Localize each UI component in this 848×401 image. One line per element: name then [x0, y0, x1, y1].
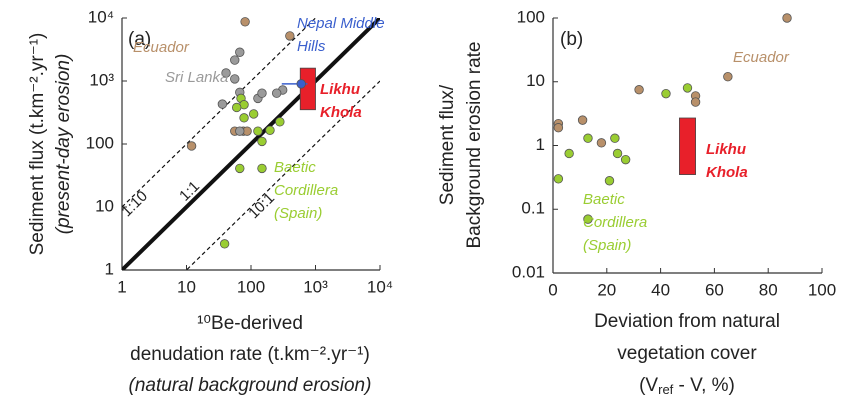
data-point — [240, 17, 250, 27]
x-tick-label: 40 — [651, 280, 670, 299]
x-axis-title: Deviation from natural — [594, 311, 780, 332]
x-axis-title: (Vref - V, %) — [639, 375, 735, 397]
data-point — [253, 126, 263, 136]
panel-label: (a) — [128, 29, 151, 50]
x-axis-title: (natural background erosion) — [129, 375, 372, 396]
panel-label: (b) — [560, 29, 583, 50]
series-label: Ecuador — [733, 49, 790, 66]
y-tick-label: 1 — [536, 135, 545, 154]
x-tick-label: 20 — [597, 280, 616, 299]
reference-line-group — [122, 18, 380, 270]
box-label: Likhu Khola — [706, 141, 750, 181]
data-point — [690, 97, 701, 107]
range-box — [679, 117, 696, 175]
box-label: Likhu Khola — [320, 81, 364, 121]
reference-line-label: 1:1 — [176, 178, 203, 205]
data-point — [239, 113, 249, 123]
series-label: Ecuador — [133, 39, 190, 56]
data-point — [217, 99, 228, 109]
series-label: Baetic Cordillera (Spain) — [583, 191, 651, 254]
y-axis-title: Background erosion rate — [464, 41, 485, 248]
y-tick-label: 10 — [526, 71, 545, 90]
x-axis-title: ¹⁰Be-derived — [197, 313, 303, 334]
x-tick-label: 100 — [237, 277, 265, 296]
y-axis-title: (present-day erosion) — [53, 54, 74, 235]
data-point — [553, 174, 564, 184]
data-point — [604, 176, 615, 186]
range-box — [299, 67, 316, 111]
data-point — [296, 79, 306, 89]
x-axis-title: denudation rate (t.km⁻².yr⁻¹) — [130, 344, 370, 365]
data-point — [257, 136, 267, 147]
data-point — [265, 125, 275, 135]
data-point — [257, 163, 267, 174]
x-tick-label: 0 — [548, 280, 557, 299]
y-tick-label: 10⁴ — [88, 7, 114, 26]
data-point — [248, 109, 259, 119]
data-point — [186, 141, 197, 151]
data-point — [271, 88, 282, 98]
data-point — [596, 138, 607, 148]
y-tick-label: 100 — [86, 133, 114, 152]
data-point — [235, 163, 245, 174]
x-axis-title: vegetation cover — [617, 343, 757, 364]
data-point — [782, 13, 792, 23]
data-point — [230, 55, 240, 65]
x-tick-label: 60 — [705, 280, 724, 299]
data-point — [275, 117, 285, 127]
y-tick-label: 100 — [517, 7, 545, 26]
series-label: Baetic Cordillera (Spain) — [274, 159, 342, 222]
data-point — [723, 72, 733, 82]
y-tick-label: 0.01 — [512, 262, 545, 281]
data-point — [610, 133, 620, 143]
x-tick-label: 1 — [117, 277, 126, 296]
data-point — [235, 126, 245, 136]
data-point — [219, 239, 230, 249]
x-tick-label: 10³ — [303, 277, 328, 296]
data-point — [661, 88, 671, 99]
data-point — [682, 83, 693, 93]
data-point — [553, 123, 564, 133]
y-axis-title: Sediment flux/ — [437, 84, 458, 205]
data-point — [221, 68, 231, 78]
data-point — [230, 74, 240, 84]
x-tick-label: 80 — [759, 280, 778, 299]
data-point — [257, 88, 267, 98]
series-label: Sri Lanka — [165, 69, 228, 86]
y-tick-label: 0.1 — [521, 199, 545, 218]
x-tick-label: 10⁴ — [367, 277, 393, 296]
data-point — [235, 47, 245, 57]
y-tick-label: 10 — [95, 196, 114, 215]
x-tick-label: 10 — [177, 277, 196, 296]
data-point — [612, 148, 623, 159]
series-label: Nepal Middle Hills — [297, 15, 389, 55]
data-point — [583, 214, 593, 224]
x-tick-label: 100 — [808, 280, 836, 299]
data-point — [231, 102, 242, 113]
y-tick-label: 10³ — [89, 70, 114, 89]
data-point — [620, 154, 631, 165]
y-axis-title: Sediment flux (t.km⁻².yr⁻¹) — [27, 33, 48, 256]
data-point — [583, 133, 593, 143]
data-point — [564, 148, 574, 159]
data-point — [285, 31, 295, 41]
reference-line — [122, 18, 380, 270]
data-point — [577, 115, 588, 125]
reference-line-label: 1:10 — [118, 188, 151, 221]
data-point — [634, 85, 644, 95]
y-tick-label: 1 — [105, 259, 114, 278]
